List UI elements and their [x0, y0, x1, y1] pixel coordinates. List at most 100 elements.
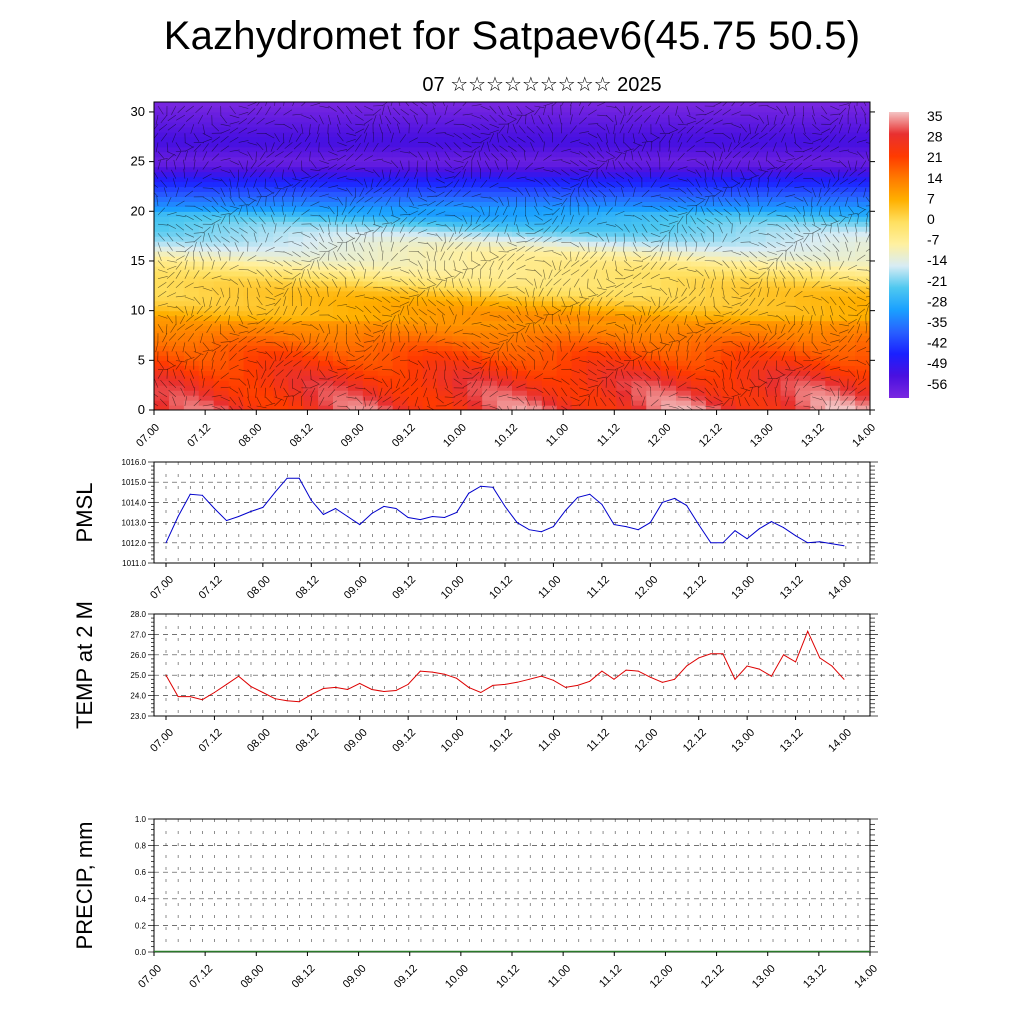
heatmap-cell	[676, 290, 692, 297]
heatmap-cell	[198, 111, 215, 118]
heatmap-cell	[258, 375, 274, 381]
heatmap-cell	[840, 335, 856, 342]
wind-barb	[858, 178, 867, 186]
wind-barb	[853, 105, 858, 116]
wind-barb	[847, 136, 857, 143]
wind-barb	[417, 124, 423, 134]
heatmap-cell	[482, 256, 498, 262]
wind-barb	[596, 305, 602, 316]
wind-barb	[665, 324, 670, 334]
wind-barb	[516, 176, 527, 179]
wind-barb	[453, 224, 456, 235]
wind-barb	[354, 224, 359, 234]
heatmap-cell	[333, 181, 349, 188]
heatmap-cell	[243, 196, 260, 202]
heatmap-cell	[258, 216, 274, 222]
wind-barb	[440, 242, 446, 252]
wind-barb	[354, 234, 362, 243]
heatmap-cell	[720, 221, 737, 227]
wind-barb	[418, 308, 428, 316]
heatmap-cell	[840, 141, 856, 148]
heatmap-cell	[482, 395, 498, 401]
heatmap-cell	[183, 275, 200, 282]
wind-barb	[247, 142, 258, 146]
wind-barb	[713, 296, 715, 307]
heatmap-cell	[616, 280, 632, 287]
heatmap-cell	[646, 196, 662, 202]
wind-barb	[157, 242, 162, 252]
wind-barb	[372, 314, 382, 322]
heatmap-cell	[228, 320, 245, 327]
wind-barb	[588, 167, 599, 170]
heatmap-cell	[154, 236, 170, 242]
heatmap-cell	[392, 390, 409, 396]
heatmap-cell	[168, 171, 185, 178]
heatmap-cell	[228, 295, 245, 302]
heatmap-cell	[795, 270, 811, 277]
wind-barb	[543, 141, 545, 152]
heatmap-cell	[691, 355, 707, 361]
wind-barb	[419, 317, 428, 325]
heatmap-cell	[601, 265, 618, 272]
heatmap-cell	[855, 370, 870, 376]
heatmap-cell	[407, 285, 424, 292]
heatmap-cell	[273, 270, 289, 277]
heatmap-cell	[243, 300, 260, 307]
heatmap-cell	[407, 166, 424, 173]
wind-barb	[579, 296, 590, 300]
wind-barb	[480, 261, 487, 270]
heatmap-cell	[407, 216, 424, 222]
heatmap-cell	[780, 310, 797, 317]
heatmap-cell	[213, 390, 230, 396]
wind-barb	[516, 264, 526, 270]
wind-barb	[160, 133, 168, 142]
wind-barb	[274, 251, 285, 253]
heatmap-cell	[362, 320, 379, 327]
heatmap-cell	[347, 256, 364, 262]
heatmap-cell	[213, 201, 230, 207]
heatmap-cell	[273, 131, 289, 138]
wind-barb	[749, 281, 758, 289]
wind-barb	[738, 214, 741, 225]
heatmap-cell	[288, 395, 304, 401]
heatmap-cell	[198, 400, 215, 406]
heatmap-cell	[720, 121, 737, 128]
wind-barb	[328, 151, 338, 156]
heatmap-cell	[258, 221, 274, 227]
heatmap-cell	[258, 251, 274, 257]
wind-barb	[677, 278, 685, 287]
wind-barb	[838, 216, 847, 225]
wind-barb	[507, 247, 518, 252]
heatmap-cell	[228, 191, 245, 197]
wind-barb	[193, 205, 204, 211]
heatmap-cell	[705, 191, 722, 197]
heatmap-cell	[258, 226, 274, 232]
heatmap-cell	[377, 176, 394, 183]
heatmap-cell	[840, 161, 856, 168]
wind-barb	[399, 216, 408, 225]
wind-barb	[848, 212, 858, 216]
wind-barb	[552, 102, 558, 107]
heatmap-cell	[377, 241, 394, 247]
heatmap-cell	[347, 206, 364, 212]
heatmap-cell	[526, 161, 543, 168]
heatmap-cell	[541, 285, 558, 292]
heatmap-cell	[407, 126, 424, 133]
heatmap-cell	[855, 305, 870, 312]
heatmap-cell	[616, 305, 632, 312]
wind-barb	[740, 320, 751, 325]
heatmap-cell	[422, 305, 439, 312]
heatmap-cell	[183, 256, 200, 262]
heatmap-cell	[347, 360, 364, 366]
heatmap-cell	[840, 390, 856, 396]
heatmap-cell	[452, 375, 468, 381]
wind-barb	[328, 173, 337, 179]
heatmap-cell	[556, 355, 573, 361]
heatmap-cell	[661, 385, 677, 391]
heatmap-cell	[840, 226, 856, 232]
heatmap-cell	[243, 315, 260, 322]
wind-barb	[446, 289, 454, 298]
heatmap-cell	[646, 111, 662, 118]
wind-barb	[758, 287, 762, 297]
wind-barb	[301, 307, 308, 316]
